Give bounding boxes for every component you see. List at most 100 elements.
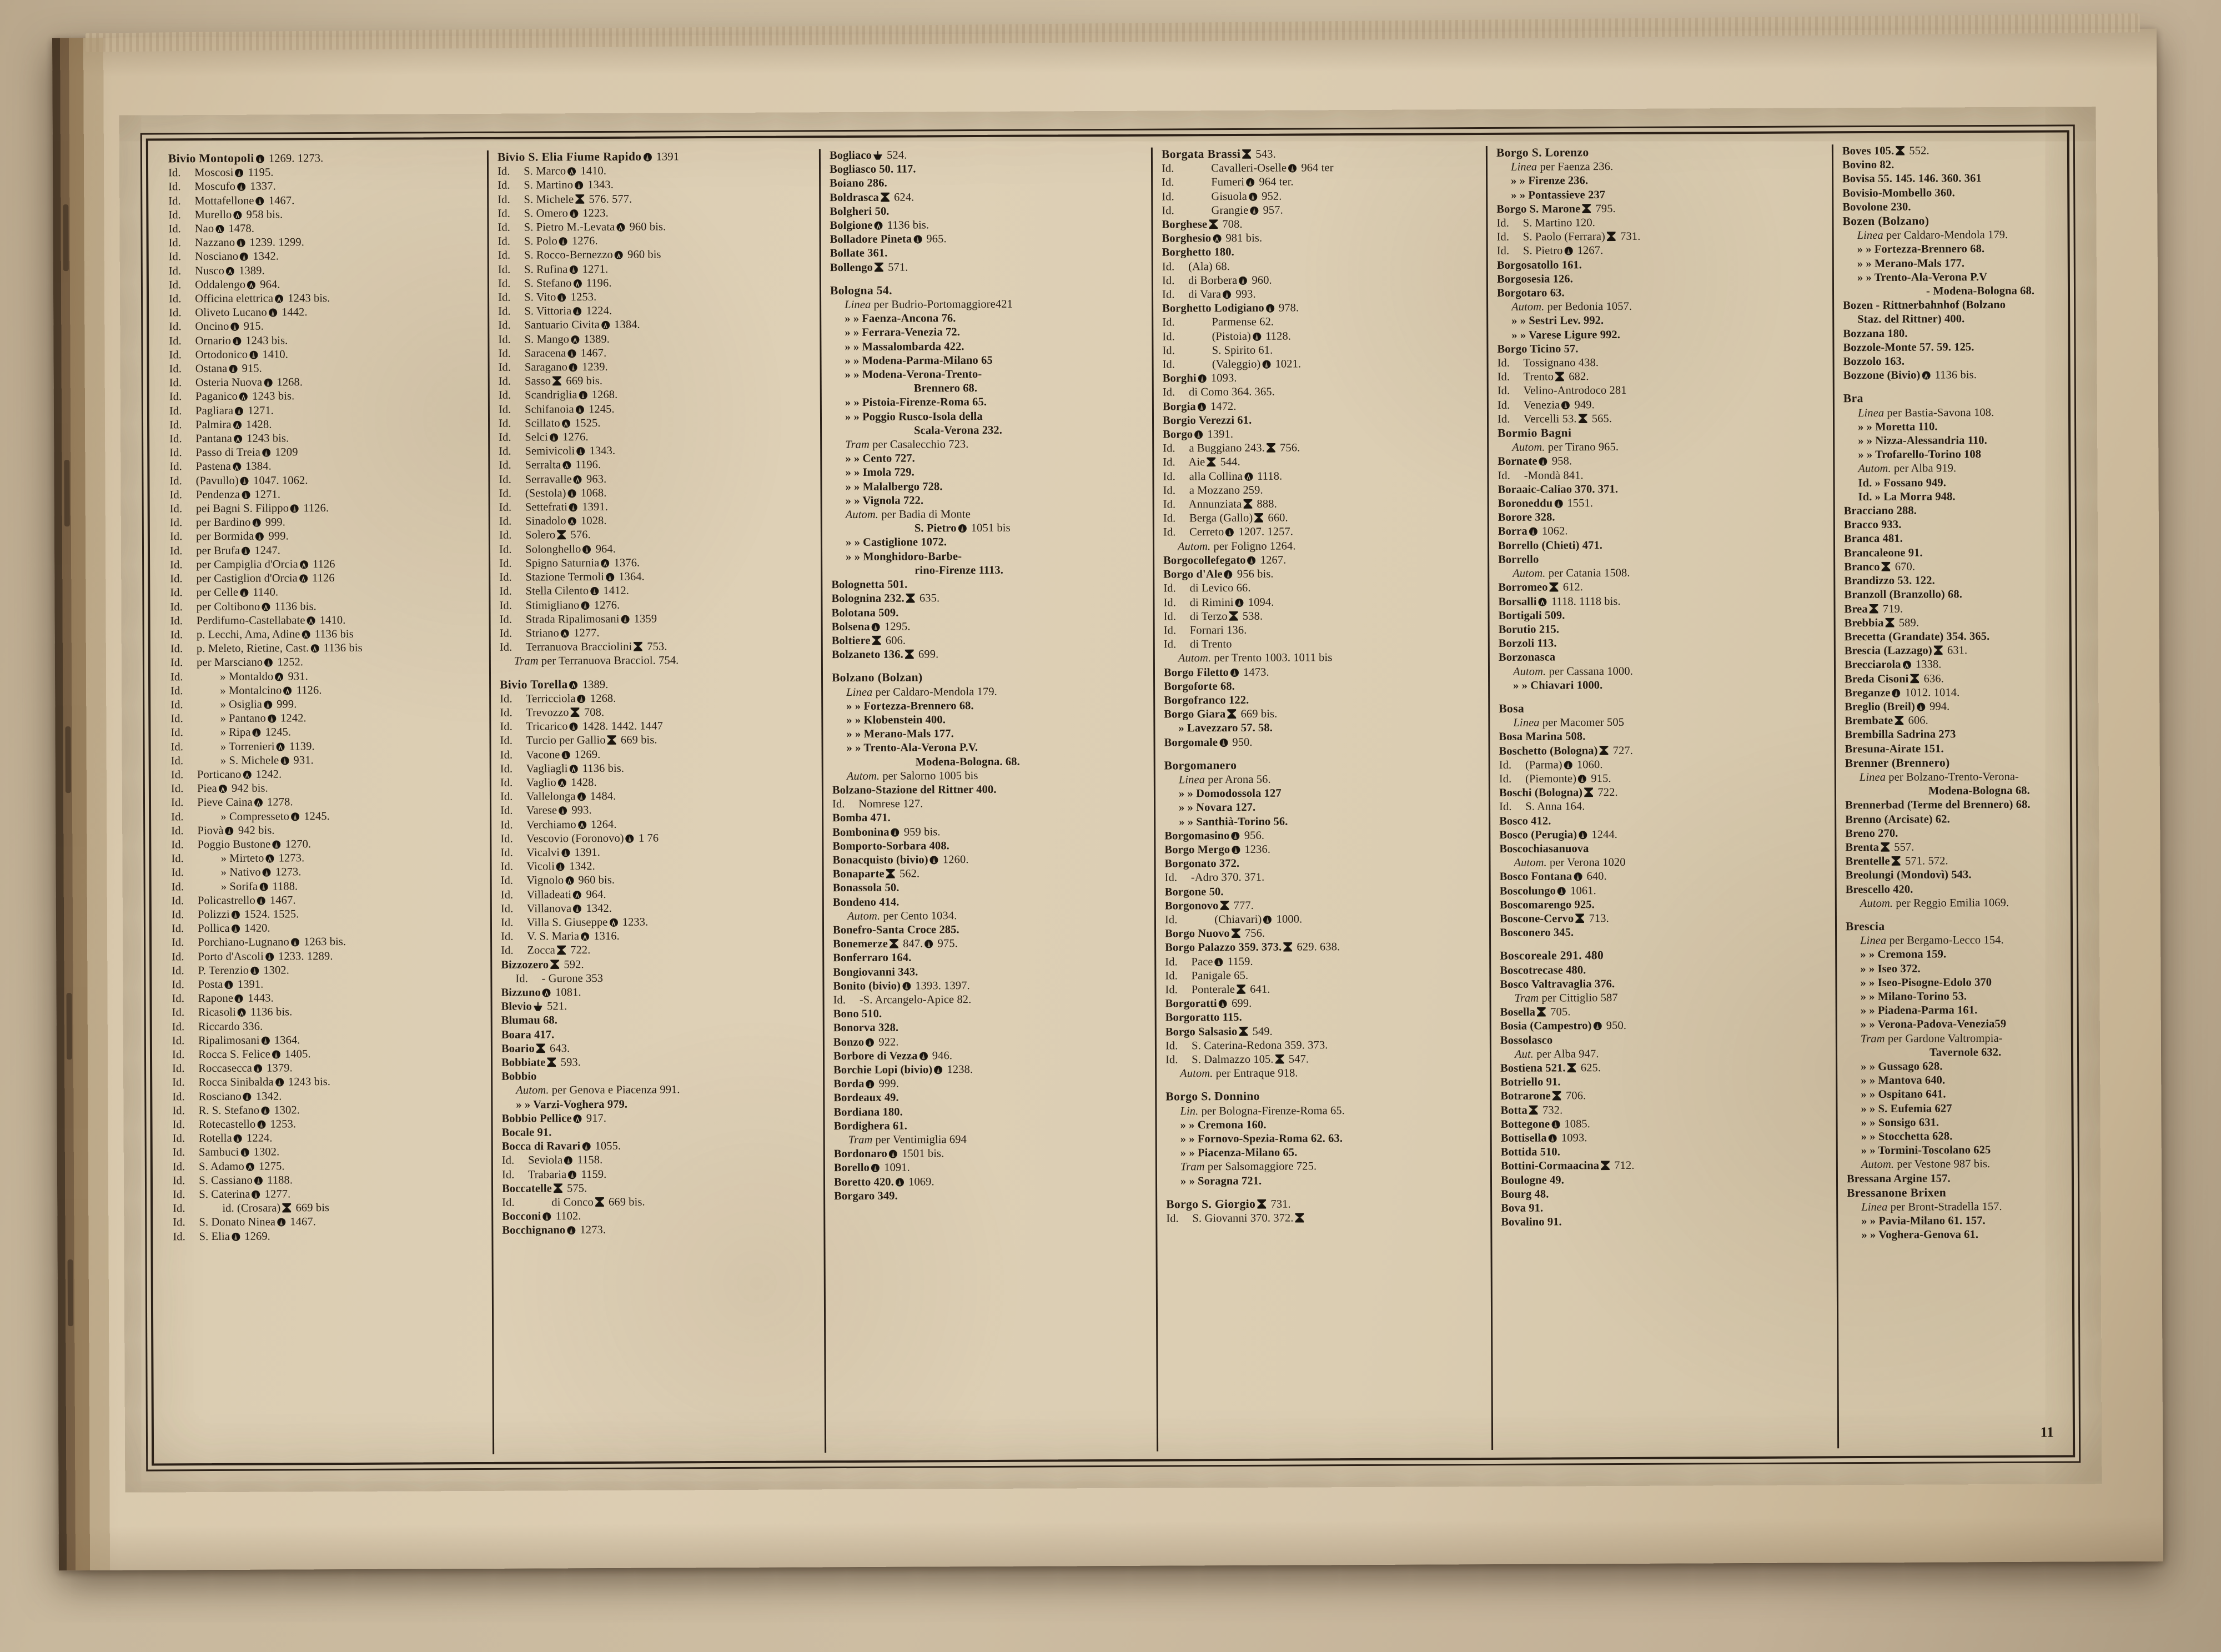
index-entry[interactable]: Bonacquisto (bivio) 1260.	[832, 852, 1146, 868]
index-entry[interactable]: Borromeo 612.	[1498, 580, 1826, 595]
index-entry[interactable]: Linea per Bront-Stradella 157.	[1847, 1199, 2185, 1215]
index-entry[interactable]: Id. id. (Crosara) 669 bis	[173, 1201, 484, 1216]
index-entry[interactable]: Boscoreale 291. 480	[1500, 948, 1827, 964]
index-entry[interactable]: Brescia	[1846, 918, 2184, 935]
index-entry[interactable]: Boscochiasanuova	[1499, 841, 1827, 856]
index-entry[interactable]: Id. di Trento	[1164, 636, 1480, 652]
index-entry[interactable]: Id. » S. Michele 931.	[171, 753, 482, 769]
index-entry[interactable]: Bombonina 959 bis.	[832, 824, 1146, 840]
index-entry[interactable]: Bovolone 230.	[1842, 199, 2181, 214]
index-entry[interactable]: Id. Perdifumo-Castellabate 1410.	[170, 613, 481, 629]
index-entry[interactable]: » » Cremona 160.	[1166, 1117, 1483, 1133]
index-entry[interactable]: Id. P. Terenzio 1302.	[172, 963, 483, 978]
index-entry[interactable]: Id. Paganico 1243 bis.	[169, 389, 480, 404]
index-entry[interactable]: Id. S. Omero 1223.	[498, 205, 811, 221]
index-entry[interactable]: Borgoratto 115.	[1165, 1010, 1482, 1025]
index-entry[interactable]: Boroneddu 1551.	[1498, 495, 1826, 511]
index-entry[interactable]: Id. Verchiamo 1264.	[500, 817, 814, 832]
index-entry[interactable]: Id. -S. Arcangelo-Apice 82.	[833, 992, 1147, 1008]
index-entry[interactable]: Id. Tricarico 1428. 1442. 1447	[500, 719, 813, 734]
index-entry[interactable]: Brennerbad (Terme del Brennero) 68.	[1845, 797, 2184, 813]
index-entry[interactable]: » » Fortezza-Brennero 68.	[1843, 242, 2182, 257]
index-entry[interactable]: Borgomale 950.	[1164, 735, 1480, 750]
index-entry[interactable]: Brentelle 571. 572.	[1845, 853, 2184, 869]
index-entry[interactable]: Borgio Verezzi 61.	[1163, 413, 1479, 428]
index-entry[interactable]: Borgoratti 699.	[1165, 996, 1482, 1011]
index-entry[interactable]: Borchie Lopi (bivio) 1238.	[833, 1062, 1147, 1078]
index-entry[interactable]: Bocca di Ravari 1055.	[502, 1139, 816, 1154]
index-entry[interactable]: Boscone-Cervo 713.	[1500, 911, 1827, 926]
index-entry[interactable]: Borrello	[1498, 551, 1826, 567]
index-entry[interactable]: Bozzole-Monte 57. 59. 125.	[1843, 339, 2182, 355]
index-entry[interactable]: Id. Sambuci 1302.	[173, 1144, 484, 1160]
index-entry[interactable]: Id. p. Meleto, Rietine, Cast. 1136 bis	[170, 641, 481, 656]
index-entry[interactable]: Borghetto 180.	[1162, 244, 1479, 260]
index-entry[interactable]: Id. S. Stefano 1196.	[498, 275, 812, 291]
index-entry[interactable]: Bobbiate 593.	[501, 1055, 815, 1070]
index-entry[interactable]: Bottida 510.	[1501, 1144, 1828, 1160]
index-entry[interactable]: » » Soragna 721.	[1166, 1173, 1483, 1189]
index-entry[interactable]: Id. S. Pietro M.-Levata 960 bis.	[498, 219, 811, 235]
index-entry[interactable]: » » Cento 727.	[831, 451, 1144, 466]
index-entry[interactable]: Linea per Bastia-Savona 108.	[1843, 405, 2182, 420]
index-entry[interactable]: Id. Trento 682.	[1498, 369, 1825, 385]
index-entry[interactable]: Linea per Caldaro-Mendola 179.	[1843, 228, 2182, 243]
index-entry[interactable]: Id. R. S. Stefano 1302.	[172, 1103, 483, 1118]
index-entry[interactable]: Autom. per Salorno 1005 bis	[832, 768, 1146, 784]
index-entry[interactable]: Id. S. Rufina 1271.	[498, 262, 812, 277]
index-entry[interactable]: Borgocollefegato 1267.	[1163, 553, 1480, 568]
index-entry[interactable]: Bosella 705.	[1500, 1005, 1828, 1020]
index-entry[interactable]: Id. S. Donato Ninea 1467.	[173, 1214, 484, 1230]
index-entry[interactable]: Bizzuno 1081.	[501, 985, 815, 1000]
index-entry[interactable]: Id. S. Adamo 1275.	[173, 1159, 484, 1174]
index-entry[interactable]: Autom. per Tirano 965.	[1498, 440, 1825, 455]
index-entry[interactable]: » » Pistoia-Firenze-Roma 65.	[831, 395, 1144, 410]
index-entry[interactable]: Borghesio 981 bis.	[1162, 230, 1479, 246]
index-entry[interactable]: Borgo S. Donnino	[1165, 1088, 1482, 1104]
index-entry[interactable]: Modena-Bologna 68.	[1845, 784, 2184, 799]
index-entry[interactable]: Id. per Brufa 1247.	[170, 543, 481, 559]
index-entry[interactable]: Bivio Montopoli 1269. 1273.	[168, 150, 479, 167]
index-entry[interactable]: Id. Rotella 1224.	[173, 1131, 484, 1146]
index-entry[interactable]: » » Klobenstein 400.	[832, 712, 1145, 728]
index-entry[interactable]: Id. S. Vittoria 1224.	[498, 304, 812, 319]
index-entry[interactable]: » » Cremona 159.	[1846, 947, 2184, 962]
index-entry[interactable]: » » Poggio Rusco-Isola della	[831, 409, 1144, 424]
index-entry[interactable]: Borutio 215.	[1499, 621, 1826, 637]
index-entry[interactable]: Borello 1091.	[834, 1160, 1148, 1176]
index-entry[interactable]: Id. per Celle 1140.	[170, 585, 481, 600]
index-entry[interactable]: Boschi (Bologna) 722.	[1499, 785, 1827, 800]
index-entry[interactable]: Id. » Osiglia 999.	[170, 697, 481, 712]
index-entry[interactable]: Bolognina 232. 635.	[831, 591, 1145, 606]
index-entry[interactable]: Borgo Giara 669 bis.	[1164, 706, 1480, 722]
index-entry[interactable]: Id. Porticano 1242.	[171, 767, 482, 782]
index-entry[interactable]: Id. Poggio Bustone 1270.	[171, 837, 482, 852]
index-entry[interactable]: Id. Vagliagli 1136 bis.	[500, 761, 814, 776]
index-entry[interactable]: » Lavezzaro 57. 58.	[1164, 720, 1480, 736]
index-entry[interactable]: Id. Ortodonico 1410.	[169, 347, 480, 363]
index-entry[interactable]: Boulogne 49.	[1501, 1172, 1828, 1188]
index-entry[interactable]: Borgo S. Lorenzo	[1496, 144, 1824, 160]
index-entry[interactable]: Borgata Brassi 543.	[1162, 146, 1478, 162]
index-entry[interactable]: Borgia 1472.	[1163, 399, 1479, 414]
index-entry[interactable]: Id. Cerreto 1207. 1257.	[1163, 525, 1480, 540]
index-entry[interactable]: Brescello 420.	[1846, 881, 2184, 897]
index-entry[interactable]: Id. Pantana 1243 bis.	[169, 431, 480, 446]
index-entry[interactable]: Id. Serravalle 963.	[499, 471, 812, 487]
index-entry[interactable]: Borghi 1093.	[1163, 370, 1479, 386]
index-entry[interactable]: » » Mantova 640.	[1846, 1073, 2185, 1088]
index-entry[interactable]: Id. (Ala) 68.	[1162, 259, 1479, 274]
index-entry[interactable]: » » Castiglione 1072.	[831, 535, 1145, 550]
index-entry[interactable]: » » Trofarello-Torino 108	[1843, 447, 2182, 463]
index-entry[interactable]: Tram per Cittiglio 587	[1500, 990, 1828, 1006]
index-entry[interactable]: Bocale 91.	[502, 1124, 816, 1140]
index-entry[interactable]: Brea 719.	[1844, 601, 2183, 616]
index-entry[interactable]: Id. » Torrenieri 1139.	[171, 739, 482, 754]
index-entry[interactable]: Bonefro-Santa Croce 285.	[833, 922, 1147, 938]
index-entry[interactable]: Id. Seviola 1158.	[502, 1153, 816, 1168]
index-entry[interactable]: Bozzana 180.	[1843, 325, 2182, 341]
index-entry[interactable]: Id. Berga (Gallo) 660.	[1163, 510, 1480, 526]
index-entry[interactable]: Id. Porchiano-Lugnano 1263 bis.	[172, 935, 483, 950]
index-entry[interactable]: Id. per Campiglia d'Orcia 1126	[170, 557, 481, 573]
index-entry[interactable]: » » Varzi-Voghera 979.	[501, 1097, 815, 1112]
